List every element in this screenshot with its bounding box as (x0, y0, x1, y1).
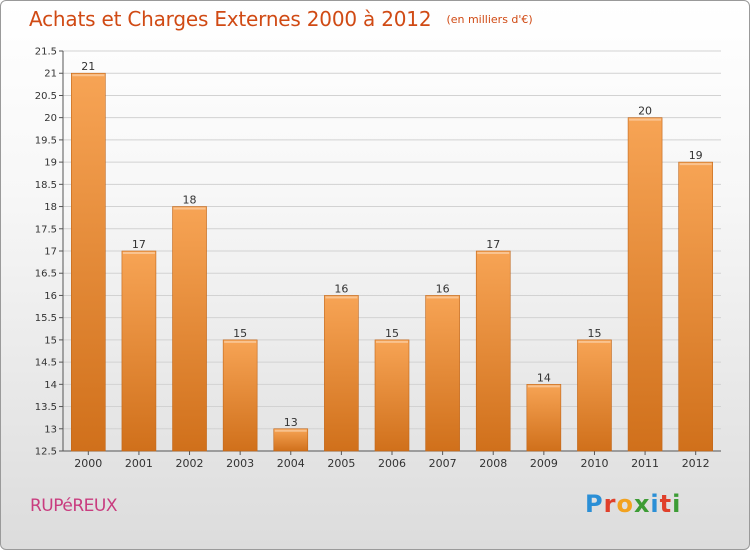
x-tick-label: 2007 (429, 457, 457, 470)
x-tick-label: 2003 (226, 457, 254, 470)
x-tick-label: 2011 (631, 457, 659, 470)
commune-name: RUPéREUX (30, 496, 118, 516)
data-label: 17 (132, 238, 146, 251)
bar-2009 (526, 384, 562, 452)
bar-2007 (425, 295, 460, 452)
logo-letter: P (585, 490, 604, 518)
bar-highlight (224, 340, 257, 343)
bar-2000 (71, 72, 106, 452)
data-label: 16 (334, 282, 348, 295)
bar-highlight (679, 163, 712, 166)
bar-2011 (627, 117, 663, 452)
chart-title-row: Achats et Charges Externes 2000 à 2012 (… (29, 7, 533, 31)
data-label: 13 (284, 416, 298, 429)
chart-title: Achats et Charges Externes 2000 à 2012 (29, 7, 432, 31)
x-tick-label: 2000 (74, 457, 102, 470)
y-tick-label: 12.5 (35, 447, 57, 458)
bar-highlight (72, 74, 105, 77)
y-tick-label: 18 (44, 202, 57, 213)
data-label: 14 (537, 371, 551, 384)
proxiti-logo[interactable]: Proxiti (585, 490, 681, 518)
y-tick-label: 13 (44, 424, 57, 435)
data-label: 19 (689, 149, 703, 162)
data-label: 17 (486, 238, 500, 251)
y-tick-label: 16 (44, 291, 57, 302)
y-tick-label: 14.5 (35, 358, 57, 369)
bar-highlight (527, 385, 560, 388)
bar-highlight (477, 252, 510, 254)
y-tick-label: 15 (44, 335, 57, 346)
bar-highlight (325, 296, 358, 299)
y-tick-label: 17 (44, 247, 57, 258)
bar-highlight (629, 118, 662, 121)
y-tick-label: 15.5 (35, 313, 57, 324)
logo-letter: i (650, 490, 660, 518)
bar-2002 (172, 206, 207, 452)
bar-2006 (374, 339, 410, 452)
x-tick-label: 2006 (378, 457, 406, 470)
y-tick-label: 21.5 (35, 47, 57, 58)
x-tick-label: 2005 (327, 457, 355, 470)
logo-letter: t (659, 490, 673, 518)
y-tick-label: 14 (44, 380, 57, 391)
bar-highlight (122, 252, 155, 254)
y-tick-label: 13.5 (35, 402, 57, 413)
x-tick-label: 2012 (682, 457, 710, 470)
bar-2005 (324, 295, 359, 452)
x-tick-label: 2008 (479, 457, 507, 470)
logo-letter: r (603, 490, 617, 518)
bar-2008 (475, 250, 511, 452)
data-label: 15 (587, 327, 601, 340)
bar-2001 (121, 250, 157, 452)
bar-highlight (173, 207, 206, 210)
bar-highlight (578, 340, 611, 343)
y-tick-label: 20.5 (35, 91, 57, 102)
x-tick-label: 2001 (125, 457, 153, 470)
bar-highlight (376, 340, 408, 343)
y-tick-label: 21 (44, 69, 57, 80)
data-label: 20 (638, 105, 652, 118)
labels: 12.5 13 13.5 14 14.5 15 15.5 16 16.5 17 17.5 18 18.5… (35, 47, 710, 471)
x-tick-label: 2002 (176, 457, 204, 470)
bar-2012 (678, 161, 713, 452)
x-tick-label: 2010 (580, 457, 608, 470)
data-label: 16 (436, 282, 450, 295)
logo-letter: o (616, 490, 634, 518)
data-label: 15 (385, 327, 399, 340)
data-label: 21 (81, 60, 95, 73)
y-tick-label: 17.5 (35, 224, 57, 235)
data-label: 18 (183, 194, 197, 207)
y-tick-label: 19 (44, 158, 57, 169)
bars (71, 72, 713, 452)
y-tick-label: 20 (44, 113, 57, 124)
bar-highlight (426, 296, 459, 299)
logo-letter: i (672, 490, 682, 518)
y-tick-label: 19.5 (35, 135, 57, 146)
x-tick-label: 2004 (277, 457, 305, 470)
bar-2004 (273, 428, 309, 452)
x-tick-label: 2009 (530, 457, 558, 470)
logo-letter: x (633, 490, 651, 518)
chart-subtitle: (en milliers d'€) (446, 13, 533, 26)
y-tick-label: 16.5 (35, 269, 57, 280)
bar-2010 (577, 339, 612, 452)
data-label: 15 (233, 327, 247, 340)
bar-2003 (222, 339, 258, 452)
y-tick-label: 18.5 (35, 180, 57, 191)
bar-highlight (274, 429, 307, 432)
